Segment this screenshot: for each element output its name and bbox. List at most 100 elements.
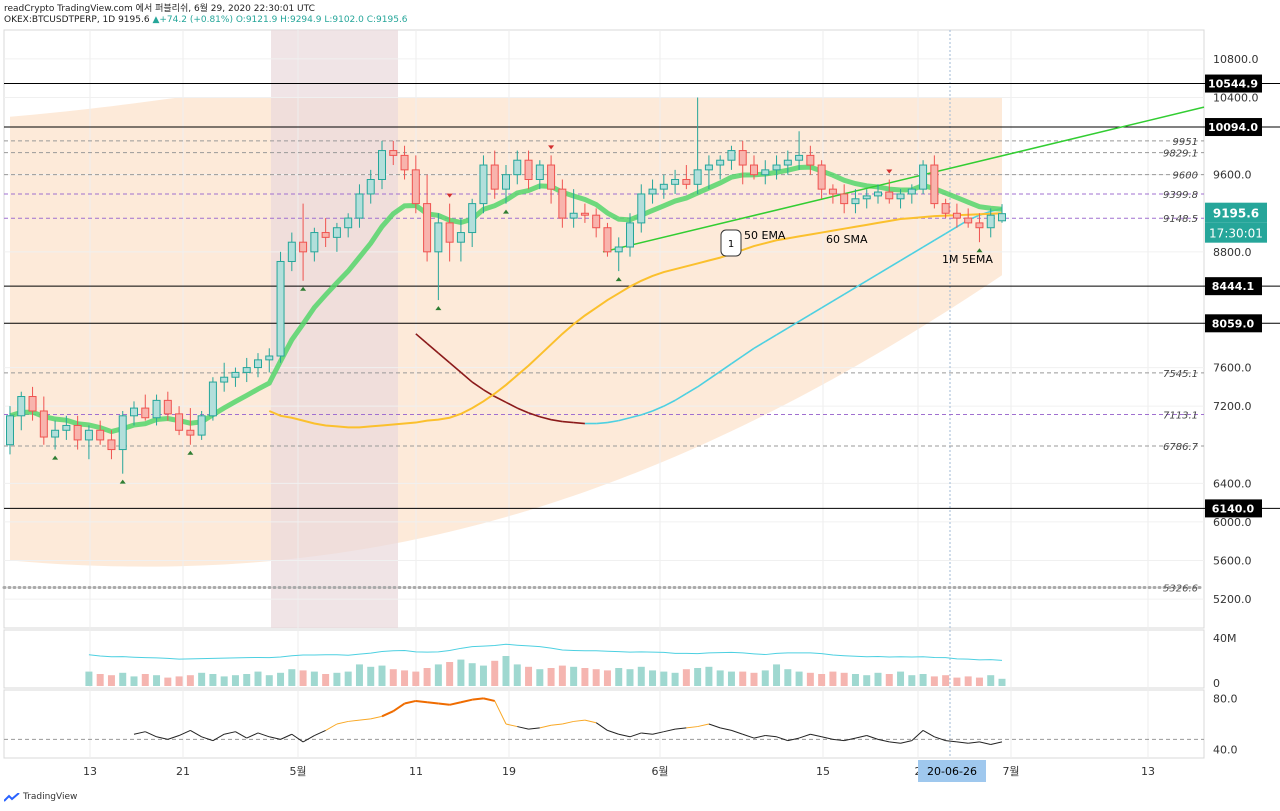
level-label: 6140.0 (1212, 502, 1255, 515)
level-label: 7113.1 (1163, 411, 1198, 422)
volume-bar (423, 668, 431, 686)
volume-bar (434, 664, 442, 686)
buy-marker (435, 306, 442, 311)
oscillator-segment (956, 741, 969, 744)
oscillator-segment (235, 731, 247, 739)
callout-box[interactable] (720, 229, 742, 257)
volume-bar (750, 672, 758, 686)
oscillator-segment (731, 729, 743, 735)
oscillator-segment (753, 735, 766, 739)
oscillator-segment (844, 737, 856, 742)
candle-body (220, 376, 229, 383)
price-tick-label: 7600.0 (1213, 362, 1252, 375)
candle-body (513, 159, 522, 176)
sma60-segment (674, 392, 687, 402)
level-label: 9399.8 (1163, 190, 1198, 201)
time-tick-label: 13 (83, 765, 97, 778)
volume-bar (942, 675, 950, 686)
volume-bar (243, 674, 251, 686)
candle-body (265, 355, 274, 361)
candle-body (62, 424, 71, 431)
volume-bar (513, 664, 521, 686)
oscillator-segment (370, 715, 383, 720)
oscillator-segment (190, 729, 202, 738)
symbol-name[interactable]: OKEX:BTCUSDTPERP, 1D (4, 15, 116, 25)
brand-name: TradingView (23, 792, 78, 802)
candle-body (400, 154, 409, 171)
volume-bar (367, 666, 375, 686)
candle-body (355, 193, 364, 219)
volume-bar (141, 674, 149, 686)
trend-line (602, 106, 1205, 253)
sma60-segment (629, 414, 642, 419)
sma60-segment (596, 421, 608, 425)
brand-footer[interactable]: TradingView (4, 792, 77, 802)
candle-body (817, 164, 826, 190)
candle-body (423, 203, 432, 253)
volume-bar (570, 666, 578, 686)
candle-body (84, 429, 93, 441)
volume-bar (479, 665, 487, 686)
oscillator-segment (595, 722, 608, 731)
candle-body (828, 188, 837, 195)
sma60-segment (528, 412, 541, 418)
candle-body (637, 193, 646, 224)
volume-bar (85, 671, 93, 686)
volume-bar (310, 671, 318, 686)
sma60-segment (787, 320, 800, 329)
sell-marker (548, 145, 555, 150)
oscillator-segment (415, 699, 428, 704)
volume-bar (908, 675, 916, 686)
ema50-line (268, 212, 1003, 429)
oscillator-segment (675, 727, 687, 730)
oscillator-segment (133, 731, 146, 735)
volume-bar (468, 663, 476, 686)
price-tick-label: 10400.0 (1213, 92, 1259, 105)
publish-info: readCrypto TradingView.com 에서 퍼블리쉬, 6월 2… (4, 4, 315, 14)
candle-body (592, 214, 601, 229)
volume-bar (333, 672, 341, 686)
volume-bar (885, 674, 893, 686)
oscillator-segment (257, 732, 270, 738)
oscillator-segment (877, 738, 890, 743)
candle-body (51, 429, 60, 438)
volume-bar (502, 656, 510, 686)
volume-bar (592, 669, 600, 686)
candle-body (659, 183, 668, 190)
candle-body (907, 188, 916, 195)
sma60-segment (911, 246, 924, 255)
oscillator-segment (426, 701, 439, 705)
candle-body (321, 232, 330, 238)
volume-bar (930, 676, 938, 686)
last-price-box (1205, 202, 1267, 223)
volume-bar (153, 675, 161, 686)
oscillator-segment (889, 741, 901, 744)
buy-marker (976, 248, 983, 253)
price-tick-label: 10800.0 (1213, 53, 1259, 66)
volume-bar (671, 672, 679, 686)
sma60-segment (719, 363, 732, 373)
oscillator-segment (404, 699, 417, 705)
oscillator-segment (776, 736, 788, 742)
oscillator-segment (156, 736, 168, 740)
volume-bar (795, 671, 803, 686)
volume-bar (851, 674, 859, 686)
candle-body (468, 203, 477, 234)
oscillator-segment (934, 736, 946, 742)
sma60-segment (877, 266, 890, 275)
sma60-segment (460, 371, 473, 383)
candle-body (535, 164, 544, 180)
oscillator-pane[interactable] (3, 689, 1205, 759)
volume-bar (637, 666, 645, 686)
candle-body (806, 154, 815, 166)
tradingview-logo-icon (4, 792, 20, 802)
sma60-segment (505, 401, 518, 409)
volume-bar (682, 669, 690, 686)
monthly-ema-label: 1M 5EMA (942, 253, 993, 266)
candle-body (107, 439, 116, 451)
oscillator-segment (584, 719, 597, 724)
candle-body (276, 260, 285, 357)
volume-tick-label: 40M (1213, 632, 1237, 645)
buy-marker (52, 455, 59, 460)
